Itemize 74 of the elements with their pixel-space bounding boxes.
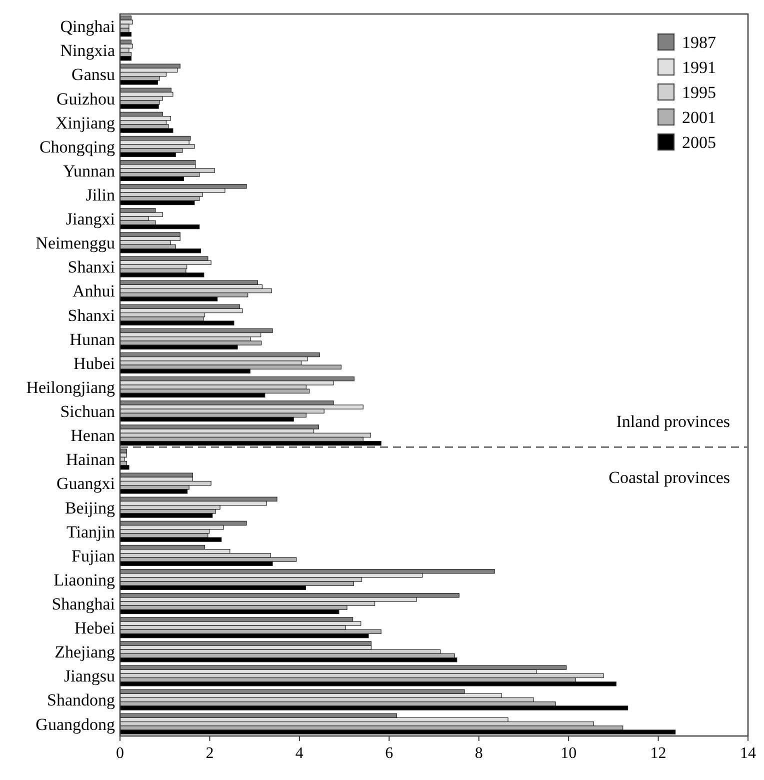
bar	[120, 489, 188, 494]
bar	[120, 224, 200, 230]
legend-label: 2001	[682, 108, 716, 127]
y-tick-label: Xinjiang	[56, 113, 116, 132]
legend-label: 2005	[682, 132, 716, 152]
annotation: Coastal provinces	[608, 468, 730, 488]
bar	[120, 706, 628, 710]
annotation: Inland provinces	[616, 412, 730, 432]
bar	[120, 440, 382, 446]
x-tick-label: 4	[295, 745, 304, 762]
y-tick-label: Gansu	[72, 65, 116, 84]
y-tick-label: Jiangsu	[64, 666, 116, 686]
bar	[120, 248, 202, 254]
x-tick-label: 14	[740, 745, 756, 762]
x-tick-label: 6	[385, 745, 394, 762]
legend-label: 1987	[682, 32, 716, 52]
x-tick-label: 0	[116, 745, 124, 762]
bar	[120, 80, 158, 85]
y-tick-label: Hebei	[74, 618, 116, 638]
y-tick-label: Hunan	[70, 330, 116, 349]
bar	[120, 44, 133, 48]
bar	[120, 730, 676, 734]
x-tick-label: 2	[206, 745, 214, 762]
y-tick-label: Sichuan	[60, 402, 116, 422]
y-tick-label: Hainan	[66, 450, 116, 470]
x-tick-label: 8	[474, 745, 483, 762]
y-tick-label: Shanghai	[52, 594, 116, 614]
bar	[120, 56, 132, 61]
y-tick-label: Beijing	[64, 498, 116, 518]
y-tick-label: Ningxia	[60, 41, 116, 60]
bar	[120, 665, 567, 670]
bar	[120, 64, 180, 68]
y-tick-label: Guizhou	[56, 89, 116, 108]
y-tick-label: Jiangxi	[66, 210, 116, 229]
y-tick-label: Shandong	[47, 690, 116, 710]
y-tick-label: Tianjin	[66, 522, 116, 542]
legend-label: 1991	[682, 58, 716, 77]
bar	[120, 272, 204, 278]
bar	[120, 32, 132, 37]
bar	[120, 236, 180, 241]
y-tick-label: Zhejiang	[54, 642, 116, 662]
x-tick-label: 10	[560, 745, 577, 762]
bar	[120, 280, 258, 285]
y-tick-label: Shanxi	[68, 258, 116, 277]
y-tick-label: Anhui	[72, 282, 116, 301]
bar	[120, 472, 193, 478]
bar	[120, 104, 159, 109]
bar	[120, 682, 616, 686]
bar	[120, 465, 130, 470]
y-tick-label: Hubei	[73, 354, 116, 373]
legend-label: 1995	[682, 82, 716, 102]
y-tick-label: Heilongjiang	[26, 378, 116, 397]
y-tick-label: Liaoning	[54, 570, 116, 590]
y-tick-label: Shanxi	[68, 306, 116, 325]
y-tick-label: Henan	[70, 426, 116, 446]
y-tick-label: Guangxi	[56, 474, 116, 494]
bar	[120, 537, 222, 542]
bar	[120, 388, 310, 394]
bar	[120, 364, 342, 370]
bar	[120, 513, 213, 518]
y-tick-label: Jilin	[86, 186, 116, 205]
bar	[120, 320, 234, 326]
y-tick-label: Yunnan	[63, 161, 116, 180]
bar	[120, 256, 208, 261]
y-tick-label: Guangdong	[36, 714, 116, 734]
bar	[120, 658, 458, 662]
y-tick-label: Chongqing	[39, 137, 116, 156]
y-tick-label: Fujian	[72, 546, 116, 566]
bar	[120, 212, 163, 217]
bar	[120, 128, 174, 133]
bar	[120, 20, 133, 24]
y-tick-label: Neimenggu	[36, 234, 116, 253]
y-tick-label: Qinghai	[60, 17, 116, 36]
x-tick-label: 12	[650, 745, 666, 762]
